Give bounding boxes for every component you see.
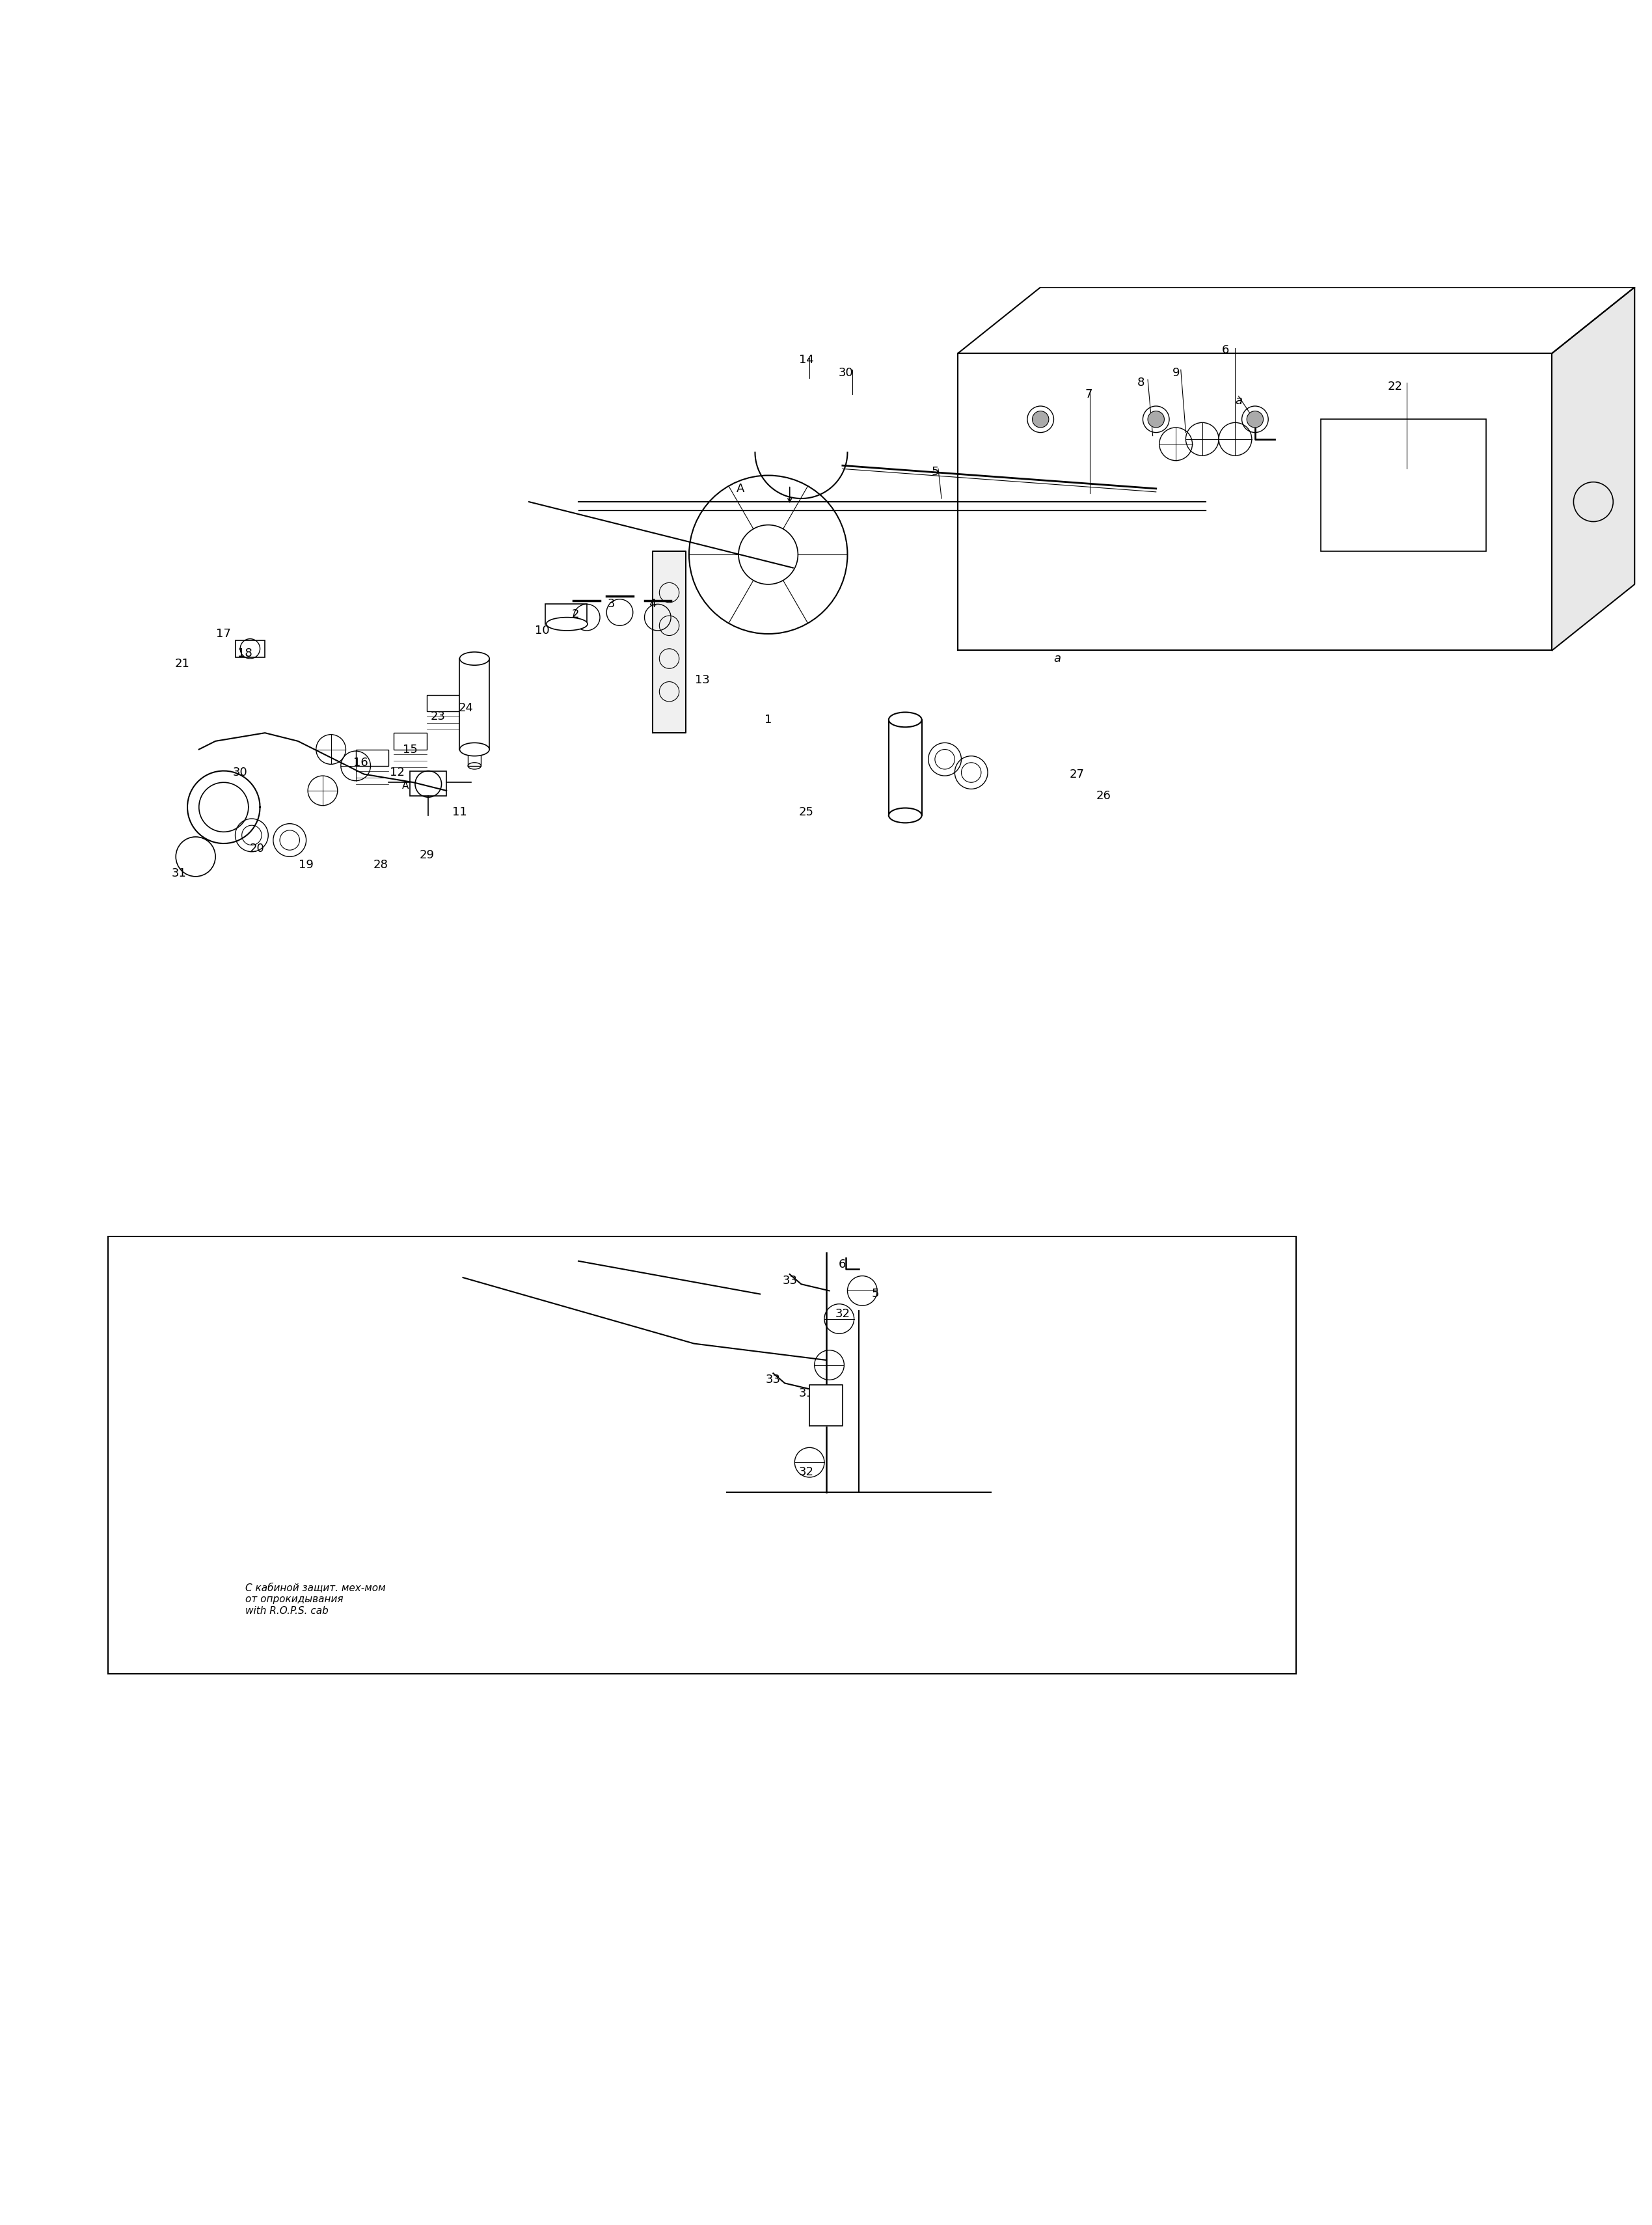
Bar <box>355 750 388 765</box>
Ellipse shape <box>889 712 922 728</box>
Text: 11: 11 <box>453 805 468 819</box>
Text: 33: 33 <box>767 1375 781 1386</box>
Text: A: A <box>737 483 743 494</box>
Text: 25: 25 <box>798 805 814 819</box>
Text: 9: 9 <box>1173 367 1180 378</box>
Ellipse shape <box>459 743 489 757</box>
Text: 7: 7 <box>1085 389 1092 400</box>
Text: 6: 6 <box>1221 345 1229 356</box>
Polygon shape <box>809 1384 843 1426</box>
Text: 13: 13 <box>695 674 710 685</box>
Ellipse shape <box>547 616 588 630</box>
Text: 31: 31 <box>800 1386 814 1400</box>
Polygon shape <box>1553 287 1634 650</box>
Text: 29: 29 <box>420 850 434 861</box>
Text: 22: 22 <box>1388 380 1403 392</box>
Text: 4: 4 <box>649 599 656 610</box>
Text: 17: 17 <box>216 627 231 641</box>
Circle shape <box>1032 412 1049 427</box>
Text: 1: 1 <box>765 714 771 725</box>
Bar <box>468 745 481 765</box>
Text: 18: 18 <box>238 647 253 659</box>
Text: a: a <box>1054 652 1061 665</box>
Text: 5: 5 <box>932 467 938 478</box>
Text: 19: 19 <box>299 859 314 870</box>
Bar <box>545 605 586 623</box>
Text: 32: 32 <box>834 1308 851 1319</box>
Text: 26: 26 <box>1095 790 1110 801</box>
Bar <box>426 694 459 712</box>
Text: 14: 14 <box>800 354 814 365</box>
Ellipse shape <box>459 652 489 665</box>
Text: 5: 5 <box>872 1288 879 1299</box>
Text: 24: 24 <box>459 703 474 714</box>
Text: 8: 8 <box>1138 376 1145 389</box>
Text: 28: 28 <box>373 859 388 870</box>
Text: A: A <box>401 781 408 790</box>
Text: 6: 6 <box>839 1259 846 1270</box>
Bar <box>393 732 426 750</box>
Text: 12: 12 <box>390 768 405 779</box>
Bar <box>1322 418 1487 552</box>
Text: 23: 23 <box>431 710 446 723</box>
Text: 10: 10 <box>535 625 550 636</box>
Text: 15: 15 <box>403 743 418 754</box>
Text: 2: 2 <box>572 607 578 621</box>
Polygon shape <box>889 719 922 814</box>
Polygon shape <box>653 552 686 732</box>
Bar <box>958 354 1553 650</box>
Bar <box>107 1237 1297 1673</box>
Text: 30: 30 <box>839 367 852 378</box>
Text: 21: 21 <box>175 659 190 670</box>
Bar <box>410 770 446 797</box>
Text: 31: 31 <box>172 868 187 879</box>
Polygon shape <box>958 287 1634 354</box>
Bar <box>235 641 264 656</box>
Circle shape <box>1148 412 1165 427</box>
Text: 20: 20 <box>249 843 264 854</box>
Text: 3: 3 <box>608 599 615 610</box>
Text: 33: 33 <box>781 1275 798 1286</box>
Text: 30: 30 <box>233 768 248 779</box>
Text: 16: 16 <box>354 756 368 768</box>
Text: 32: 32 <box>798 1466 814 1477</box>
Text: 27: 27 <box>1069 768 1084 781</box>
Text: a: a <box>1236 396 1242 407</box>
Ellipse shape <box>889 808 922 823</box>
Text: С кабиной защит. мех-мом
от опрокидывания
with R.O.P.S. cab: С кабиной защит. мех-мом от опрокидывани… <box>244 1584 385 1615</box>
Circle shape <box>1247 412 1264 427</box>
Bar <box>459 659 489 750</box>
